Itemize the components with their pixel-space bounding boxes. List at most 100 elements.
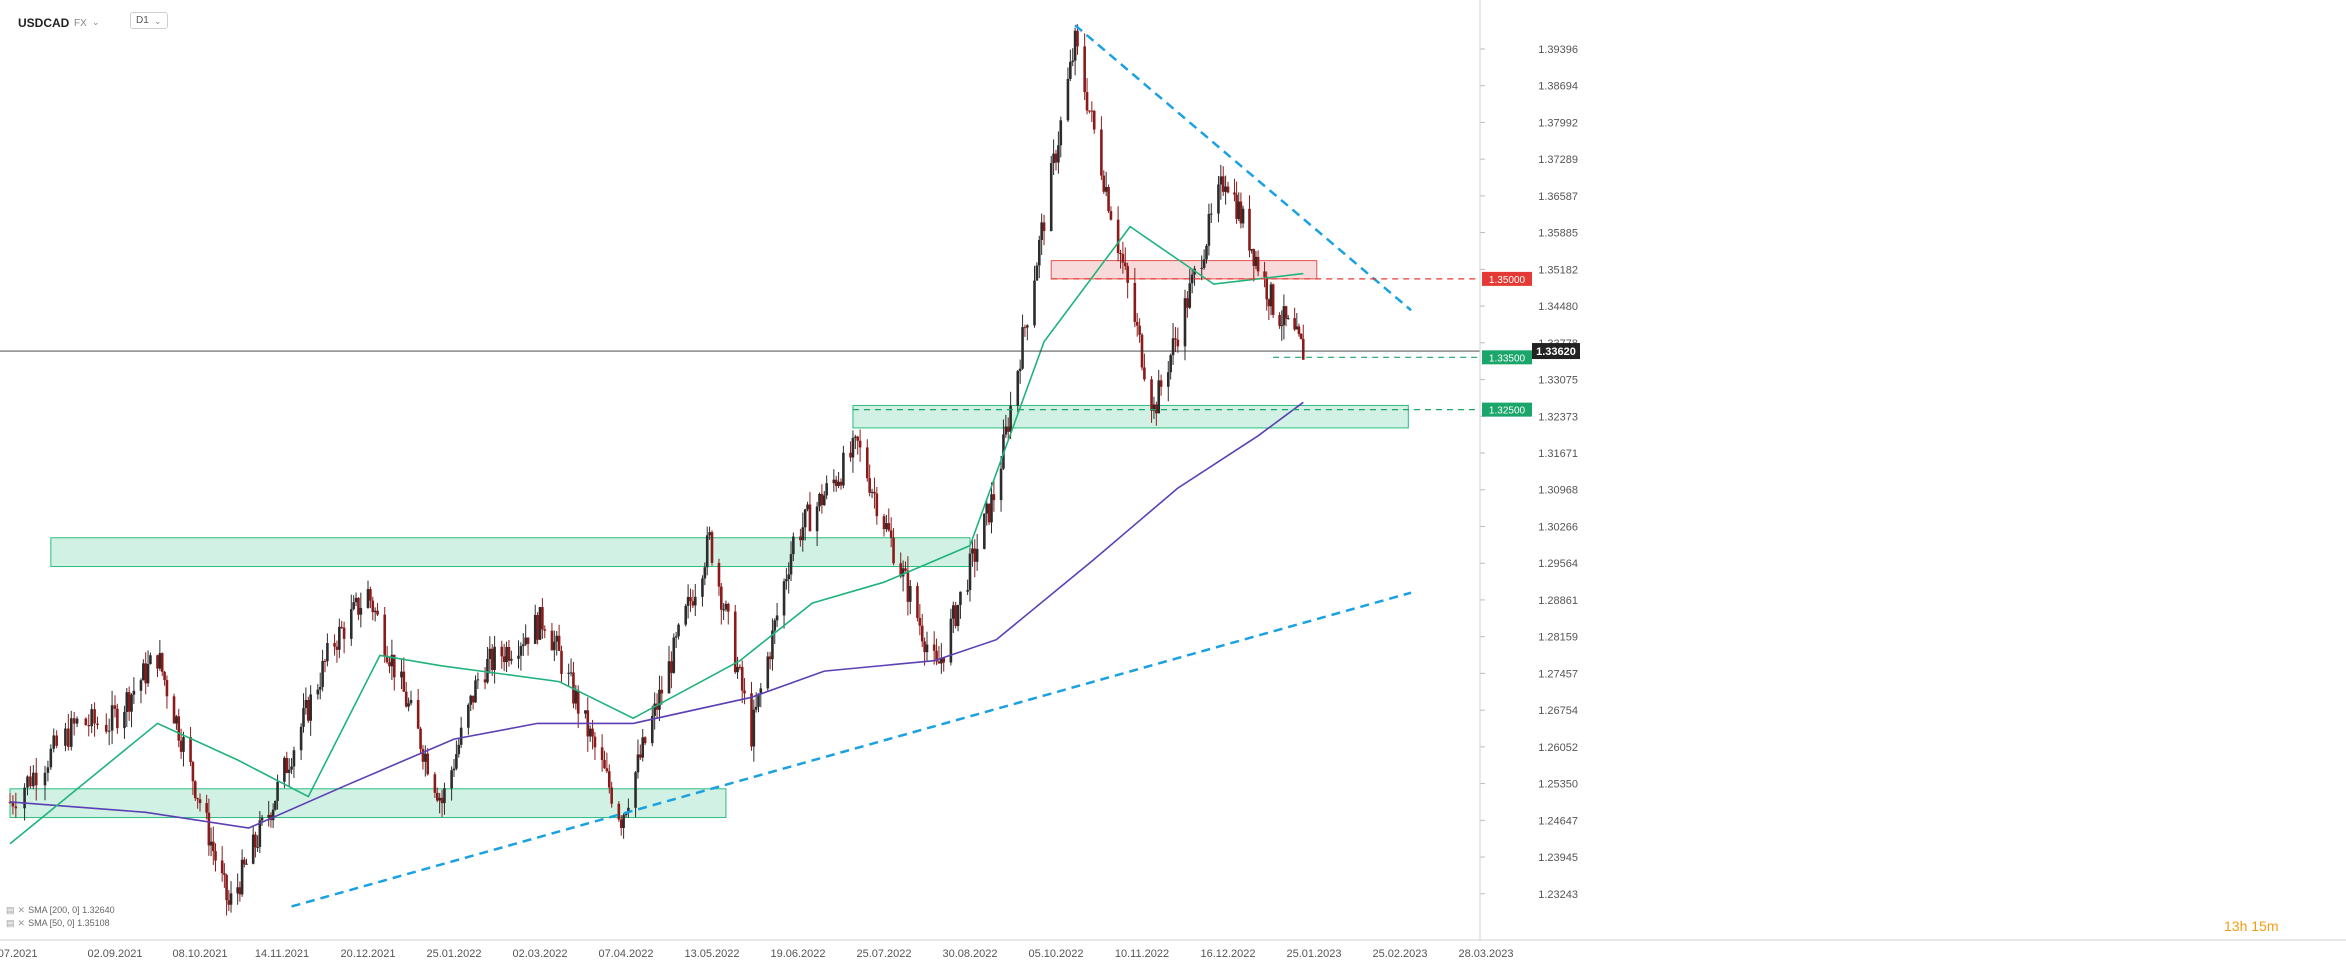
candle-body [505, 646, 508, 663]
candle-body [340, 626, 344, 628]
y-tick-label: 1.34480 [1538, 301, 1578, 313]
y-tick-label: 1.26754 [1538, 705, 1578, 717]
candle-body [392, 654, 396, 678]
candle-body [500, 646, 504, 657]
candle-body [1241, 208, 1245, 224]
market-chevron-down-icon[interactable]: ⌄ [92, 17, 100, 27]
candle-body [754, 706, 758, 710]
candle-body [837, 481, 840, 486]
candle-body [267, 814, 271, 818]
candle-body [502, 656, 506, 663]
candle-body [1054, 153, 1058, 163]
timeframe-select[interactable]: D1 [130, 12, 168, 29]
y-tick-label: 1.30968 [1538, 485, 1578, 497]
candle-body [849, 452, 852, 458]
candle-body [113, 705, 117, 709]
candle-body [839, 481, 843, 486]
candle-body [1239, 201, 1243, 224]
candle-body [660, 689, 664, 694]
candle-body [416, 700, 420, 729]
candle-body [132, 690, 136, 695]
candle-body [146, 663, 150, 684]
candle-body [32, 772, 35, 787]
candle-body [533, 614, 537, 644]
candle-body [283, 757, 286, 782]
candle-body [1143, 367, 1146, 380]
x-tick-label: 20.12.2021 [340, 948, 395, 960]
indicator-menu-icon[interactable]: ▤ [6, 905, 15, 915]
candle-body [455, 754, 458, 769]
candle-body [603, 760, 606, 769]
candle-body [1224, 186, 1227, 192]
candle-body [49, 748, 53, 768]
candle-body [636, 754, 640, 773]
candle-body [424, 753, 427, 762]
candle-body [110, 705, 114, 731]
price-label-box [1482, 402, 1532, 417]
candle-body [703, 567, 707, 579]
candle-body [116, 708, 119, 729]
candle-body [1069, 61, 1072, 79]
candle-body [426, 753, 430, 775]
candle-body [1049, 163, 1053, 232]
candle-body [390, 654, 394, 667]
y-tick-label: 1.39396 [1538, 44, 1578, 56]
symbol-label[interactable]: USDCAD [18, 16, 70, 30]
market-label[interactable]: FX [74, 18, 87, 29]
legend-row-sma200[interactable]: ▤ ✕ SMA [200, 0] 1.32640 [6, 904, 115, 917]
candle-body [1085, 92, 1089, 111]
candle-body [923, 641, 926, 653]
candle-body [956, 604, 960, 627]
x-tick-label: 28.03.2023 [1458, 948, 1513, 960]
remove-icon[interactable]: ✕ [17, 905, 26, 915]
candle-body [23, 787, 26, 809]
candle-body [179, 740, 183, 752]
candle-body [617, 803, 621, 820]
candle-body [870, 491, 874, 493]
candle-body [1250, 249, 1253, 251]
candle-body [901, 568, 905, 577]
candle-body [1052, 153, 1055, 164]
candle-body [1299, 333, 1303, 339]
green-zone [852, 404, 1409, 429]
candle-body [388, 662, 391, 667]
sma50-legend-label: SMA [50, 0] 1.35108 [28, 918, 110, 928]
legend-row-sma50[interactable]: ▤ ✕ SMA [50, 0] 1.35108 [6, 917, 115, 930]
candle-body [643, 737, 647, 744]
candle-body [600, 747, 604, 761]
candle-body [868, 478, 871, 493]
trendline-resistance [1074, 24, 1412, 312]
candle-body [64, 728, 67, 746]
candle-body [1066, 78, 1070, 121]
x-tick-label: 02.09.2021 [87, 948, 142, 960]
candle-body [373, 610, 377, 613]
candle-body [271, 809, 275, 821]
current-price-label: 1.33620 [1536, 346, 1576, 358]
candle-body [26, 776, 29, 788]
candle-body [419, 728, 422, 750]
candle-body [507, 646, 511, 661]
x-tick-label: 10.11.2022 [1115, 948, 1169, 960]
sma200-line [9, 401, 1304, 829]
candle-body [457, 744, 461, 755]
price-label-text: 1.33500 [1489, 353, 1526, 364]
candle-body [1176, 339, 1180, 347]
y-tick-label: 1.26052 [1538, 742, 1578, 754]
indicator-menu-icon[interactable]: ▤ [6, 918, 15, 928]
candle-body [69, 718, 73, 747]
candle-body [1254, 256, 1258, 267]
candle-body [588, 728, 592, 737]
candle-body [1157, 380, 1161, 414]
candle-body [757, 693, 760, 707]
remove-icon[interactable]: ✕ [17, 918, 26, 928]
candle-body [1116, 219, 1120, 254]
candle-body [400, 671, 403, 678]
candle-body [1174, 338, 1177, 340]
timeframe-chevron-down-icon[interactable]: ⌄ [154, 16, 162, 26]
candle-body [1155, 404, 1158, 414]
candle-body [302, 708, 305, 727]
candle-body [806, 504, 809, 510]
candle-body [1200, 267, 1204, 269]
candle-body [1059, 120, 1063, 146]
